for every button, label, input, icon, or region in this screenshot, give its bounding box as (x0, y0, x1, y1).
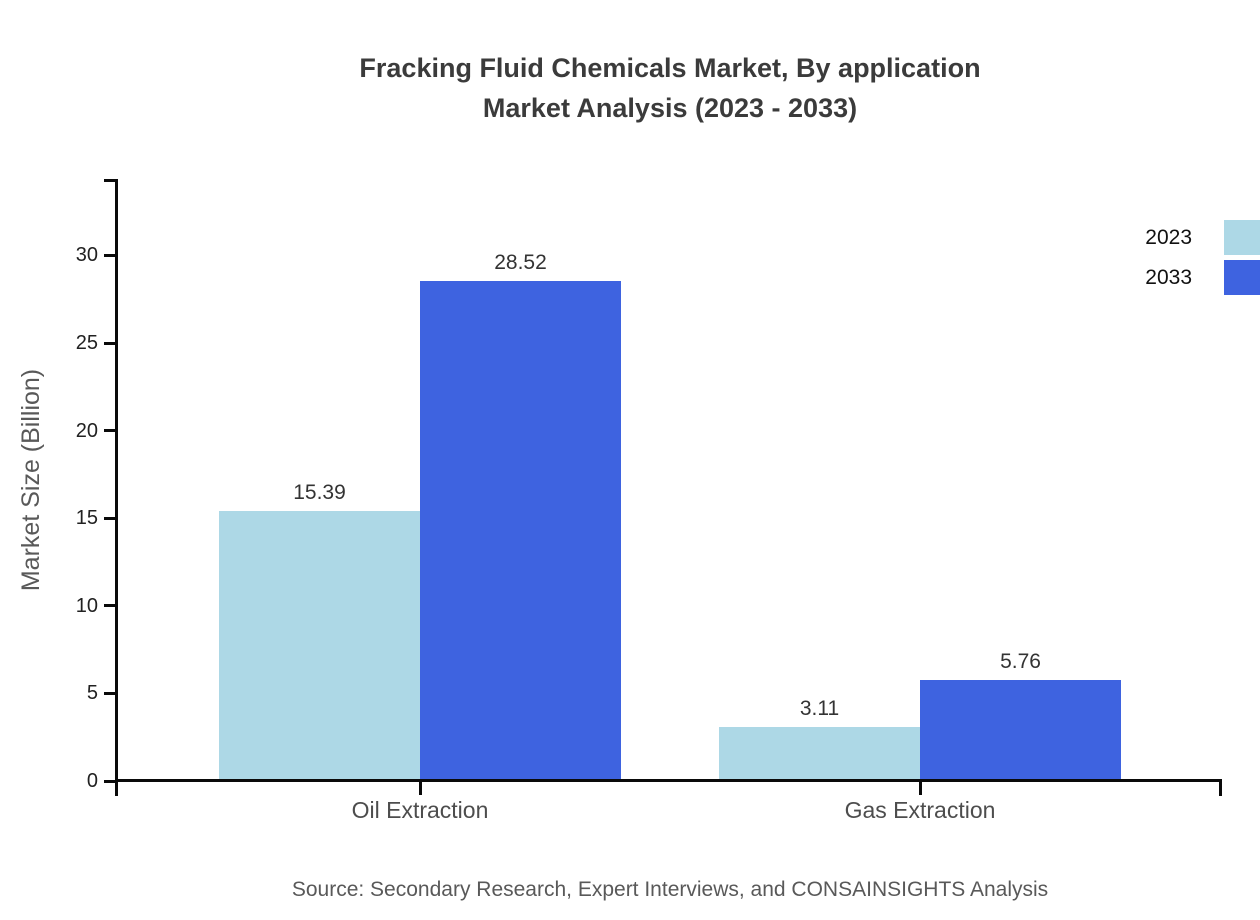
bar-gas-extraction-2033 (920, 680, 1121, 781)
y-tick-label-10: 10 (75, 594, 98, 617)
x-tick-mark-gas-extraction (918, 781, 922, 795)
y-tick-mark-0 (104, 779, 117, 783)
y-tick-label-30: 30 (75, 244, 98, 267)
value-label-oil-extraction-2023: 15.39 (293, 481, 346, 505)
category-label-oil-extraction: Oil Extraction (351, 797, 489, 823)
y-tick-mark-15 (104, 516, 117, 520)
y-tick-mark-25 (104, 341, 117, 345)
y-axis-line (115, 179, 118, 796)
y-axis-title: Market Size (Billion) (17, 368, 45, 592)
value-label-gas-extraction-2033: 5.76 (1000, 650, 1041, 674)
legend-swatch-2023 (1224, 220, 1260, 255)
chart-title: Fracking Fluid Chemicals Market, By appl… (80, 48, 1260, 128)
legend-label-2033: 2033 (1145, 266, 1192, 289)
y-tick-label-25: 25 (75, 332, 98, 354)
source-attribution: Source: Secondary Research, Expert Inter… (291, 878, 1049, 901)
chart-title-line2: Market Analysis (2023 - 2033) (482, 93, 858, 123)
bar-oil-extraction-2033 (420, 281, 621, 781)
y-tick-mark-30 (104, 253, 117, 257)
category-label-gas-extraction: Gas Extraction (844, 797, 996, 823)
y-tick-label-15: 15 (75, 507, 98, 530)
y-axis-top-cap (104, 179, 118, 182)
x-axis-line (115, 779, 1222, 782)
bar-oil-extraction-2023 (219, 511, 420, 781)
x-tick-mark-oil-extraction (418, 781, 422, 795)
chart-title-line1: Fracking Fluid Chemicals Market, By appl… (359, 53, 981, 83)
legend-label-2023: 2023 (1145, 226, 1192, 249)
y-tick-mark-10 (104, 604, 117, 608)
bar-gas-extraction-2023 (719, 726, 920, 781)
y-tick-label-20: 20 (75, 419, 98, 442)
y-tick-label-5: 5 (86, 682, 98, 705)
y-tick-mark-5 (104, 691, 117, 695)
value-label-oil-extraction-2033: 28.52 (494, 251, 547, 275)
y-tick-label-0: 0 (86, 770, 98, 792)
y-tick-mark-20 (104, 429, 117, 433)
legend-swatch-2033 (1224, 260, 1260, 295)
value-label-gas-extraction-2023: 3.11 (799, 696, 840, 720)
x-axis-end-cap (1219, 779, 1222, 796)
